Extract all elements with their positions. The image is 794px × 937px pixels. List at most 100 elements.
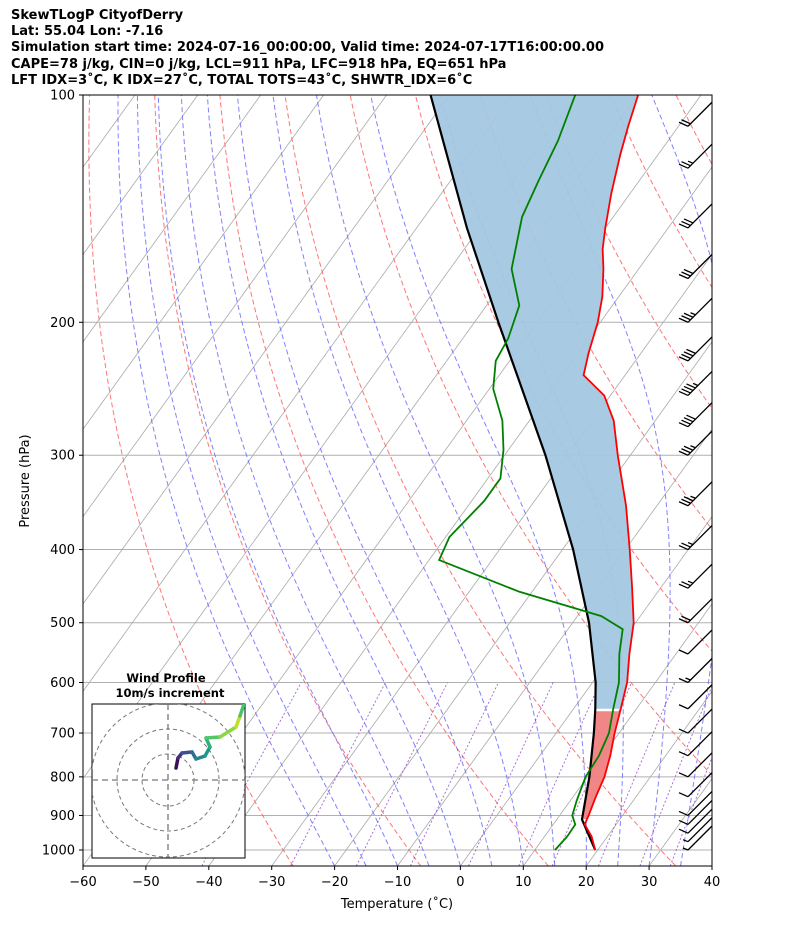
wind-barb [678,629,713,655]
wind-barb-feather [681,498,691,504]
wind-barb-feather [681,448,691,454]
dry-adiabat-line [284,95,677,866]
wind-barb-staff [687,598,713,624]
hodograph-area [92,704,245,858]
moist-adiabat-line [236,95,493,866]
wind-barb [678,402,713,428]
moist-adiabat-line [157,95,398,866]
wind-barb-half-feather [687,580,694,584]
indices-line: LFT IDX=3˚C, K IDX=27˚C, TOTAL TOTS=43˚C… [11,73,473,88]
x-tick-label: 40 [704,875,721,890]
wind-barb-staff [687,799,713,825]
y-tick-label: 300 [50,449,75,464]
wind-barb [678,430,713,456]
y-tick-label: 200 [50,316,75,331]
wind-barb-feather [683,385,694,392]
wind-barb-feather [681,271,691,277]
wind-barb-feather [678,450,689,456]
mixing-ratio-line [639,685,712,866]
mixing-ratio-line [355,682,448,866]
dry-adiabat-line [610,95,712,289]
wind-barb-feather [678,501,689,507]
wind-barb-feather [681,353,691,359]
wind-barb [678,752,713,778]
chart-title: SkewTLogP CityofDerry [11,8,184,23]
wind-barb [678,790,713,817]
isotherm-line [83,95,199,256]
wind-barb-half-feather [687,160,694,164]
wind-barb-feather [678,810,689,817]
x-tick-label: −50 [132,875,159,890]
wind-barb-staff [687,658,713,683]
isotherm-line [83,95,262,343]
dry-adiabat-line [349,95,712,776]
mixing-ratio-line [597,682,676,866]
wind-barb-feather [678,792,689,798]
wind-barb [678,563,713,589]
wind-barb-staff [687,402,713,428]
wind-barb-feather [678,223,689,229]
wind-barb [678,203,713,229]
isotherm-line [271,253,712,866]
wind-barb-feather [683,351,694,357]
dry-adiabat-line [219,95,549,866]
wind-barb-feather [683,417,694,423]
isotherm-line [585,690,712,866]
wind-barb-staff [687,629,713,655]
wind-barb-staff [687,481,713,507]
wind-barb-feather [686,383,696,389]
isotherm-line [460,515,712,866]
wind-barb-feather [678,677,689,684]
wind-barb [678,101,713,127]
isotherm-line [83,95,450,605]
mixing-ratio-line [409,682,499,866]
wind-barb-staff [687,370,713,396]
isotherm-line [83,95,513,692]
wind-barb-feather [678,273,689,280]
wind-barb-staff [687,817,713,843]
isotherm-line [83,95,387,518]
wind-barb-feather [681,615,691,621]
wind-barb-half-feather [690,445,696,449]
x-tick-label: −40 [195,875,222,890]
dry-adiabat-line [88,95,294,866]
wind-barb-feather [686,348,696,354]
wind-barb-staff [687,254,713,279]
wind-barb-half-feather [692,382,699,387]
wind-barb [678,658,713,684]
wind-barb [678,336,713,362]
wind-barb-staff [687,101,713,127]
wind-barb-feather [681,419,691,425]
moist-adiabat-line [117,95,336,866]
wind-barb-feather [681,220,691,227]
wind-barb [678,297,713,323]
wind-barb [678,598,713,624]
hodograph-trace [234,714,242,729]
wind-barb-feather [678,819,689,826]
wind-barb-half-feather [687,541,694,546]
isotherm-line [83,95,324,430]
parcel-profile-line [429,95,597,851]
wind-barb-staff [687,790,713,816]
wind-barb-feather [681,542,691,548]
wind-barb-feather [683,218,694,224]
y-tick-label: 900 [50,809,75,824]
moist-adiabat-line [180,95,430,866]
wind-barb-half-feather [690,312,696,316]
isotherm-line [648,777,712,866]
wind-barb-staff [687,203,713,229]
wind-barb-feather [678,121,689,127]
wind-barb-staff [687,772,713,798]
wind-barb [678,481,713,507]
wind-barb [678,731,713,757]
wind-barb-feather [683,312,694,318]
y-tick-label: 800 [50,770,75,785]
y-tick-label: 400 [50,543,75,558]
wind-barb-staff [687,708,713,734]
moist-adiabat-line [206,95,461,866]
wind-barb-feather [678,828,689,834]
y-tick-label: 1000 [42,844,75,859]
wind-barb-feather [681,315,691,321]
